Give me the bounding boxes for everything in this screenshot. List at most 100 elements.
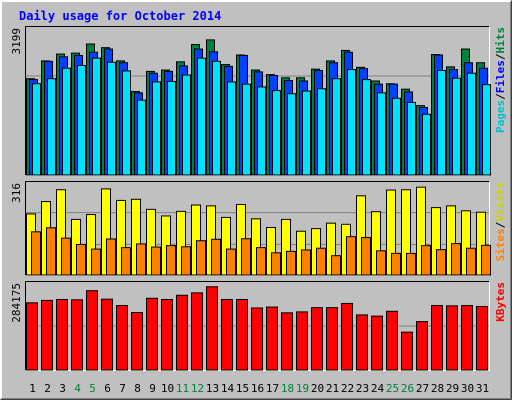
bar-kbytes-day-1	[26, 302, 38, 371]
bar-pages-day-23	[362, 79, 371, 176]
x-tick-label-day-5: 5	[89, 382, 96, 395]
chart-panels: 3199Pages/Files/Hits316Sites/Visits28417…	[10, 26, 507, 371]
legend-item-sites: Sites	[494, 228, 507, 261]
bar-sites-day-2	[46, 227, 56, 276]
bar-kbytes-day-29	[446, 305, 458, 371]
series-sites	[31, 227, 491, 276]
y-max-label: 284175	[10, 283, 23, 323]
bar-sites-day-20	[316, 247, 326, 276]
panel-sites-visits: 316 Sites/Visits	[10, 181, 507, 276]
x-tick-label-day-19: 19	[296, 382, 309, 395]
x-tick-label-day-13: 13	[206, 382, 219, 395]
x-tick-label-day-11: 11	[176, 382, 189, 395]
x-tick-label-day-4: 4	[74, 382, 81, 395]
bar-sites-day-14	[226, 248, 236, 276]
legend-item-kbytes: KBytes	[494, 282, 507, 322]
bar-kbytes-day-18	[281, 312, 293, 371]
bar-sites-day-23	[361, 237, 371, 276]
bar-sites-day-11	[181, 246, 191, 276]
bar-pages-day-9	[152, 81, 161, 176]
bar-sites-day-13	[211, 238, 221, 276]
bar-pages-day-21	[332, 78, 341, 176]
bar-pages-day-6	[107, 61, 116, 176]
x-tick-label-day-25: 25	[386, 382, 399, 395]
bar-sites-day-9	[151, 246, 161, 276]
bar-pages-day-13	[212, 60, 221, 176]
legend-separator: /	[494, 221, 507, 228]
bar-kbytes-day-30	[461, 305, 473, 371]
x-tick-label-day-10: 10	[161, 382, 174, 395]
bar-kbytes-day-3	[56, 298, 68, 371]
legend-item-hits: Hits	[494, 27, 507, 54]
x-tick-label-day-3: 3	[59, 382, 66, 395]
bar-kbytes-day-25	[386, 310, 398, 371]
bar-kbytes-day-28	[431, 305, 443, 371]
bar-kbytes-day-7	[116, 305, 128, 371]
bar-sites-day-6	[106, 238, 116, 276]
bar-kbytes-day-9	[146, 297, 158, 371]
bar-pages-day-17	[272, 90, 281, 176]
bar-pages-day-19	[302, 90, 311, 176]
x-tick-label-day-24: 24	[371, 382, 385, 395]
bar-sites-day-31	[481, 244, 491, 276]
bar-pages-day-30	[467, 72, 476, 176]
bar-kbytes-day-14	[221, 298, 233, 371]
bar-kbytes-day-20	[311, 307, 323, 371]
bar-pages-day-15	[242, 83, 251, 176]
bar-kbytes-day-8	[131, 312, 143, 371]
bar-sites-day-25	[391, 252, 401, 276]
bar-pages-day-14	[227, 81, 236, 176]
bar-pages-day-28	[437, 69, 446, 176]
x-tick-label-day-28: 28	[431, 382, 444, 395]
x-tick-label-day-27: 27	[416, 382, 429, 395]
bar-sites-day-8	[136, 243, 146, 276]
chart-title: Daily usage for October 2014	[19, 9, 221, 23]
bar-sites-day-10	[166, 245, 176, 276]
bar-kbytes-day-2	[41, 299, 53, 371]
bar-sites-day-15	[241, 238, 251, 276]
bar-sites-day-24	[376, 250, 386, 276]
bar-pages-day-29	[452, 77, 461, 176]
bar-pages-day-20	[317, 88, 326, 176]
bar-kbytes-day-11	[176, 294, 188, 371]
bar-sites-day-22	[346, 236, 356, 276]
bar-kbytes-day-24	[371, 315, 383, 371]
x-tick-label-day-8: 8	[134, 382, 141, 395]
bar-kbytes-day-23	[356, 314, 368, 371]
bar-kbytes-day-15	[236, 298, 248, 371]
bar-pages-day-5	[92, 57, 101, 176]
x-tick-label-day-17: 17	[266, 382, 279, 395]
bar-kbytes-day-5	[86, 290, 98, 371]
bar-kbytes-day-12	[191, 292, 203, 371]
bar-sites-day-26	[406, 252, 416, 276]
x-tick-label-day-14: 14	[221, 382, 235, 395]
legend-item-visits: Visits	[494, 182, 507, 222]
x-tick-label-day-6: 6	[104, 382, 111, 395]
bar-sites-day-28	[436, 249, 446, 276]
panel-kbytes: 284175 KBytes	[10, 281, 507, 371]
x-tick-label-day-12: 12	[191, 382, 204, 395]
bar-sites-day-21	[331, 255, 341, 276]
x-tick-label-day-26: 26	[401, 382, 414, 395]
bar-pages-day-12	[197, 57, 206, 176]
bar-pages-day-10	[167, 80, 176, 176]
bar-sites-day-27	[421, 245, 431, 276]
bar-pages-day-18	[287, 93, 296, 176]
bar-sites-day-12	[196, 240, 206, 276]
bar-kbytes-day-31	[476, 305, 488, 371]
bar-pages-day-16	[257, 86, 266, 176]
bar-sites-day-30	[466, 247, 476, 276]
x-tick-label-day-23: 23	[356, 382, 369, 395]
series-kbytes	[26, 286, 488, 371]
bar-pages-day-1	[32, 83, 41, 176]
x-tick-label-day-20: 20	[311, 382, 324, 395]
series-pages	[32, 57, 491, 176]
bar-pages-day-4	[77, 64, 86, 176]
bar-pages-day-11	[182, 74, 191, 176]
bar-kbytes-day-13	[206, 286, 218, 371]
x-tick-label-day-18: 18	[281, 382, 294, 395]
bar-kbytes-day-16	[251, 307, 263, 371]
x-tick-label-day-2: 2	[44, 382, 51, 395]
